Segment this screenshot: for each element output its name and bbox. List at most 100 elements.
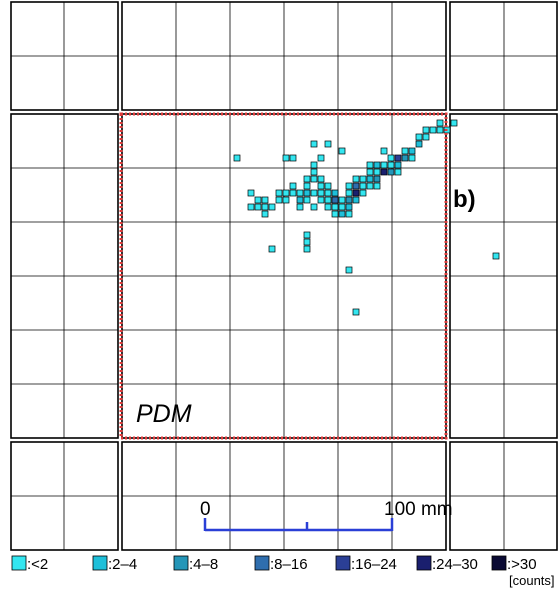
pdm-label: PDM (136, 400, 192, 428)
hit-cell (268, 203, 276, 211)
hit-cell (310, 140, 318, 148)
hit-cell (310, 175, 318, 183)
hit-cell (296, 196, 304, 204)
legend-swatch (92, 555, 108, 571)
hit-cell (394, 154, 402, 162)
hit-cell (373, 168, 381, 176)
pdm-boundary (119, 112, 448, 440)
hit-cell (317, 196, 325, 204)
hit-cell (338, 203, 346, 211)
legend-item: :>30 (491, 555, 537, 573)
hit-cell (289, 182, 297, 190)
hit-cell (345, 266, 353, 274)
hit-cell (492, 252, 500, 260)
legend-swatch (173, 555, 189, 571)
hit-cell (247, 189, 255, 197)
hit-cell (338, 147, 346, 155)
hit-cell (436, 119, 444, 127)
hit-cell (345, 196, 353, 204)
hit-cell (275, 189, 283, 197)
hit-cell (331, 210, 339, 218)
hit-cell (303, 175, 311, 183)
hit-cell (324, 203, 332, 211)
hit-cell (261, 203, 269, 211)
hit-cell (408, 154, 416, 162)
legend-label: :>30 (507, 556, 537, 573)
hit-cell (296, 189, 304, 197)
hit-cell (303, 196, 311, 204)
hit-cell (310, 203, 318, 211)
hit-cell (415, 140, 423, 148)
hit-cell (303, 231, 311, 239)
hit-cell (450, 119, 458, 127)
hit-cell (352, 196, 360, 204)
hit-cell (296, 203, 304, 211)
hit-cell (261, 210, 269, 218)
scale-bar-end-label: 100 mm (384, 499, 453, 520)
legend-label: :<2 (27, 556, 48, 573)
legend-label: :4–8 (189, 556, 218, 573)
hit-cell (394, 168, 402, 176)
hit-cell (415, 133, 423, 141)
hit-cell (366, 161, 374, 169)
hit-cell (366, 175, 374, 183)
hit-cell (352, 308, 360, 316)
hit-cell (394, 161, 402, 169)
hit-cell (317, 154, 325, 162)
hit-cell (422, 133, 430, 141)
legend-label: :2–4 (108, 556, 137, 573)
hit-cell (282, 196, 290, 204)
hit-cell (324, 182, 332, 190)
hit-cell (303, 189, 311, 197)
hit-cell (303, 238, 311, 246)
hit-cell (324, 140, 332, 148)
hit-cell (275, 196, 283, 204)
hit-cell (303, 245, 311, 253)
hit-cell (408, 147, 416, 155)
hit-cell (373, 182, 381, 190)
scale-bar-start-label: 0 (200, 499, 211, 520)
hit-cell (310, 189, 318, 197)
hit-cell (310, 161, 318, 169)
hit-cell (282, 154, 290, 162)
hit-cell (233, 154, 241, 162)
legend-item: :24–30 (416, 555, 478, 573)
hit-cell (373, 161, 381, 169)
legend-item: :8–16 (254, 555, 308, 573)
hit-cell (324, 189, 332, 197)
hit-cell (429, 126, 437, 134)
hit-cell (387, 154, 395, 162)
hit-cell (401, 154, 409, 162)
legend-unit: [counts] (509, 573, 555, 588)
hit-cell (317, 182, 325, 190)
hit-cell (261, 196, 269, 204)
hit-cell (366, 182, 374, 190)
legend-swatch (491, 555, 507, 571)
hit-cell (289, 189, 297, 197)
hit-cell (380, 168, 388, 176)
hit-cell (310, 168, 318, 176)
hit-cell (380, 161, 388, 169)
legend-swatch (416, 555, 432, 571)
hit-cell (338, 210, 346, 218)
hit-cell (317, 175, 325, 183)
hit-cell (352, 175, 360, 183)
hit-cell (380, 147, 388, 155)
hit-cell (345, 189, 353, 197)
legend-swatch (11, 555, 27, 571)
hit-cells (233, 119, 500, 316)
hit-cell (331, 189, 339, 197)
hit-cell (282, 189, 290, 197)
hit-cell (317, 189, 325, 197)
legend-item: :16–24 (335, 555, 397, 573)
hit-cell (366, 168, 374, 176)
legend-label: :8–16 (270, 556, 308, 573)
scale-bar: 0 100 mm (200, 499, 453, 532)
hit-cell (331, 203, 339, 211)
panel-label: b) (453, 186, 476, 213)
hit-cell (436, 126, 444, 134)
hit-cell (268, 245, 276, 253)
hit-cell (324, 196, 332, 204)
